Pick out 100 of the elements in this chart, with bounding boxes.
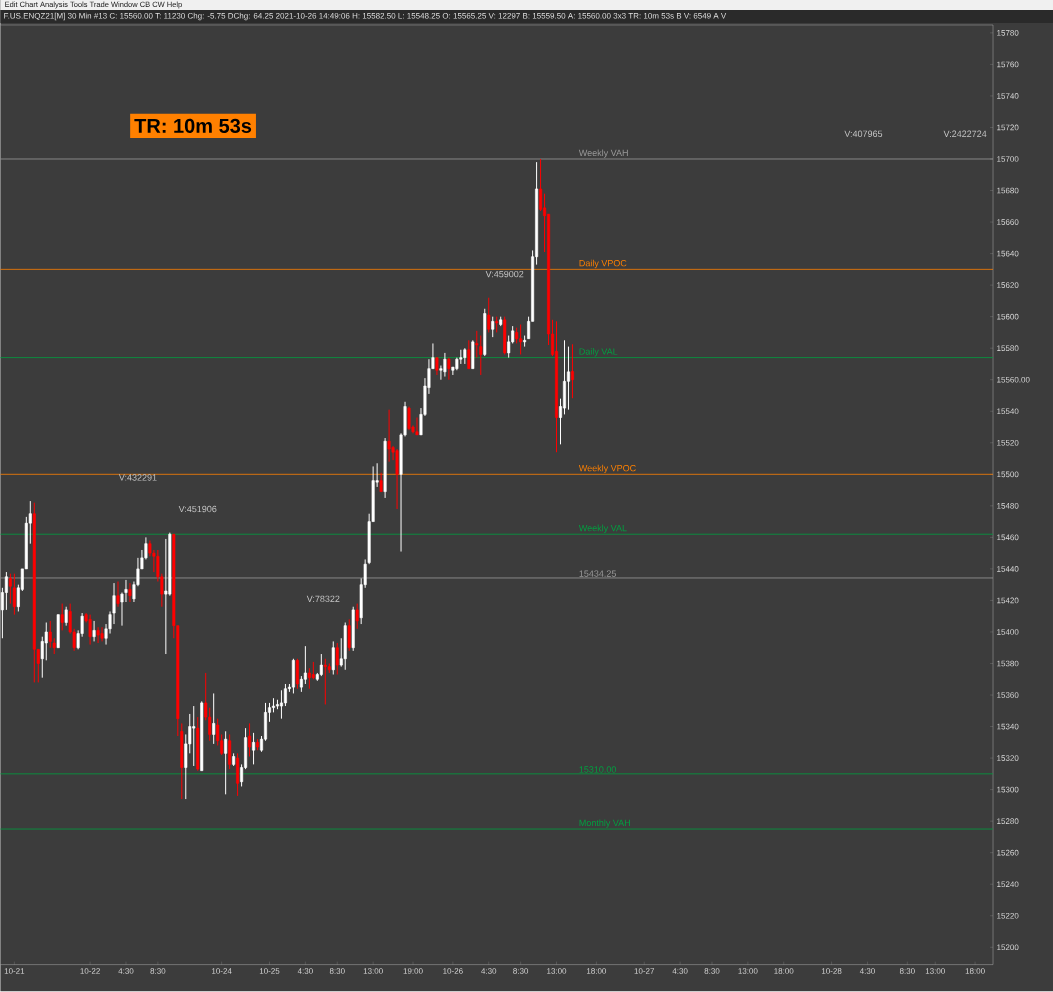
candlestick [228,734,232,770]
candlestick [295,658,299,690]
y-tick-label: 15300 [997,786,1019,793]
x-tick-label: 8:30 [704,968,720,974]
y-tick-label: 15760 [997,61,1019,68]
candlestick [283,683,287,707]
x-tick-label: 8:30 [329,968,345,974]
candlestick [443,352,447,378]
candlestick [303,645,307,685]
annotation: TR: 10m 53s [134,118,252,134]
x-tick-label: 13:00 [363,968,383,974]
candlestick [491,316,495,338]
y-tick-label: 15600 [997,314,1019,320]
candlestick [248,723,252,758]
candlestick [347,619,351,652]
y-tick-label: 15260 [997,850,1019,856]
x-tick-label: 10-27 [634,968,655,974]
y-tick-label: 15460 [997,534,1019,541]
x-tick-label: 10-25 [259,968,280,974]
y-tick-label: 15280 [997,818,1019,825]
candlestick [566,346,570,411]
candlestick [570,343,574,399]
candlestick [331,641,335,676]
x-tick-label: 13:00 [925,968,945,974]
annotation: V:459002 [485,271,524,278]
x-tick-label: 10-24 [212,968,232,974]
candlestick [487,297,491,334]
annotation: V:78322 [306,595,340,603]
x-tick-label: 10-22 [80,968,100,974]
candlestick [479,335,483,376]
x-tick-label: 4:30 [481,968,497,974]
x-tick-label: 18:00 [586,968,607,974]
candlestick [519,324,523,356]
candlestick [128,582,132,603]
x-tick-label: 18:00 [965,968,985,974]
y-tick-label: 15500 [997,471,1019,478]
candlestick [92,620,96,643]
y-tick-label: 15520 [997,440,1019,446]
annotation: V:432291 [118,474,157,481]
candlestick [323,658,327,706]
y-tick-label: 15320 [997,755,1019,762]
y-tick-label: 15720 [997,124,1019,131]
candlestick [88,614,92,646]
candlestick [387,409,391,463]
annotation: V:2422724 [943,130,987,138]
ref-line-label: Weekly VPOC [578,464,636,474]
x-tick-label: 8:30 [150,968,166,974]
x-tick-label: 19:00 [403,968,423,974]
candlestick [12,573,16,616]
x-tick-label: 10-26 [443,968,463,974]
candlestick [279,689,283,720]
candlestick [319,653,323,677]
ref-line-label: 15310.00 [579,766,617,773]
candlestick [4,571,8,611]
candlestick [335,642,339,676]
text: F.US.ENQZ21[M] 30 Min #13 C: 15560.00 T: 11230 Chg: -5.75 DChg: 64.25 2021-10-26 14:49:06 H: 15582.50 L: 15548.25 O: 15565.25 V: 12297 B: 15559.50 A: 15560.00 3x3 TR: 10m 53s B V: 6549 A V [4,12,727,21]
y-tick-label: 15580 [997,345,1019,352]
y-tick-label: 15780 [997,30,1019,36]
x-tick-label: 4:30 [297,968,313,974]
x-tick-label: 4:30 [118,968,134,974]
ref-line-label: Daily VPOC [579,259,627,269]
candlestick [192,705,196,767]
x-tick-label: 8:30 [513,968,529,974]
candlestick [116,581,120,608]
ref-line-label: Monthly VAH [579,819,630,829]
candlestick [100,626,104,643]
candlestick [252,732,256,766]
ref-line-label: Weekly VAL [578,524,627,534]
candlestick [415,417,419,436]
ref-line-label: Weekly VAH [578,149,628,158]
x-tick-label: 4:30 [672,968,688,974]
candlestick [307,667,311,690]
y-tick-label: 15200 [997,944,1019,951]
ref-line-label: Daily VAL [579,348,618,357]
candlestick [395,448,399,510]
candlestick [224,730,228,796]
candlestick [8,573,12,605]
annotation: V:407965 [844,130,883,138]
candlestick [467,339,471,370]
x-tick-label: 4:30 [859,968,875,974]
candlestick [60,603,64,632]
candlestick [124,579,128,603]
y-tick-label: 15380 [997,660,1019,667]
y-tick-label: 15400 [997,629,1019,635]
candlestick [355,603,359,630]
candlestick [164,538,168,655]
x-tick-label: 13:00 [547,968,567,974]
candlestick [96,626,100,644]
candlestick [447,357,451,381]
x-tick-label: 13:00 [738,968,758,974]
x-tick-label: 10-28 [821,968,842,974]
y-tick-label: 15240 [997,881,1019,888]
y-tick-label: 15740 [997,93,1019,99]
y-tick-label: 15360 [997,692,1019,699]
y-tick-label: 15480 [997,503,1019,509]
x-tick-label: 10-21 [4,968,25,974]
candlestick [379,472,383,493]
y-tick-label: 15680 [997,187,1019,194]
y-tick-label: 15540 [997,408,1019,415]
x-tick-label: 8:30 [899,968,915,974]
